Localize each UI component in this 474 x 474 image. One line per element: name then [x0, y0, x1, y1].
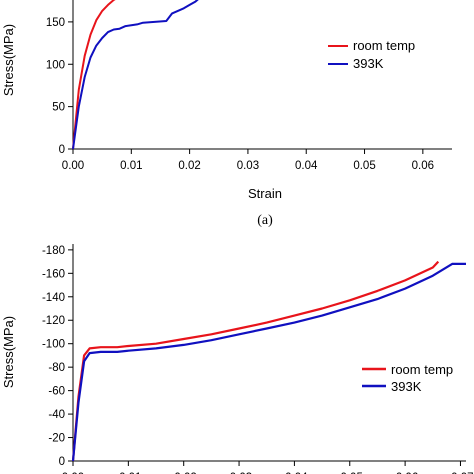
x-tick-label: 0.01	[120, 160, 142, 172]
legend-label-393k: 393K	[391, 379, 422, 394]
series-line-room-temp	[71, 260, 440, 462]
y-tick-label: -80	[48, 362, 65, 374]
x-tick-label: 0.02	[178, 160, 200, 172]
panel-a-series	[72, 0, 199, 150]
series-line-room-temp	[72, 0, 116, 150]
x-tick-label: -0.07	[447, 472, 473, 474]
chart-panel-a: Stress(MPa) Strain (a) 0.00 0.01 0.02 0.03 0…	[1, 0, 452, 228]
legend-label-room-temp: room temp	[391, 362, 453, 377]
x-tick-label: -0.01	[115, 472, 141, 474]
y-tick-label: 50	[52, 102, 65, 114]
y-tick-label: -60	[48, 386, 65, 398]
x-tick-label: 0.06	[412, 160, 434, 172]
y-tick-label: 150	[46, 17, 65, 29]
panel-a-ylabel: Stress(MPa)	[1, 24, 16, 96]
x-tick-label: -0.04	[281, 472, 308, 474]
panel-b-series	[71, 260, 466, 462]
chart-panel-b: Stress(MPa) 0.00 -0.01 -0.02 -0.03 -0.04 -0.0…	[1, 244, 474, 474]
y-tick-label: -180	[42, 245, 65, 257]
y-tick-label: -160	[42, 268, 65, 280]
panel-a-tag: (a)	[257, 213, 273, 228]
legend-label-room-temp: room temp	[353, 38, 415, 53]
x-tick-label: 0.00	[62, 160, 84, 172]
x-tick-label: 0.05	[353, 160, 375, 172]
x-tick-label: 0.03	[237, 160, 259, 172]
y-tick-label: -120	[42, 315, 65, 327]
legend-label-393k: 393K	[353, 56, 384, 71]
y-tick-label: -20	[48, 433, 65, 445]
y-tick-label: -40	[48, 409, 65, 421]
panel-a-xlabel: Strain	[248, 186, 282, 201]
series-line-393k	[72, 0, 199, 150]
y-tick-label: 0	[59, 144, 65, 156]
series-line-393k	[71, 262, 466, 462]
x-tick-label: 0.04	[295, 160, 318, 172]
panel-b-legend: room temp 393K	[362, 362, 453, 394]
y-tick-label: -100	[42, 339, 65, 351]
panel-a-axes: 0.00 0.01 0.02 0.03 0.04 0.05 0.06 0 50 100 150	[46, 0, 452, 172]
x-tick-label: 0.00	[62, 472, 84, 474]
panel-b-ylabel: Stress(MPa)	[1, 316, 16, 388]
panel-a-legend: room temp 393K	[328, 38, 415, 71]
y-tick-label: 0	[59, 456, 65, 468]
x-tick-label: -0.06	[392, 472, 418, 474]
y-tick-label: -140	[42, 292, 65, 304]
panel-b-axes: 0.00 -0.01 -0.02 -0.03 -0.04 -0.05 -0.06 -0.07 0…	[42, 244, 474, 474]
x-tick-label: -0.02	[171, 472, 197, 474]
y-tick-label: 100	[46, 59, 65, 71]
x-tick-label: -0.03	[226, 472, 252, 474]
x-tick-label: -0.05	[337, 472, 363, 474]
